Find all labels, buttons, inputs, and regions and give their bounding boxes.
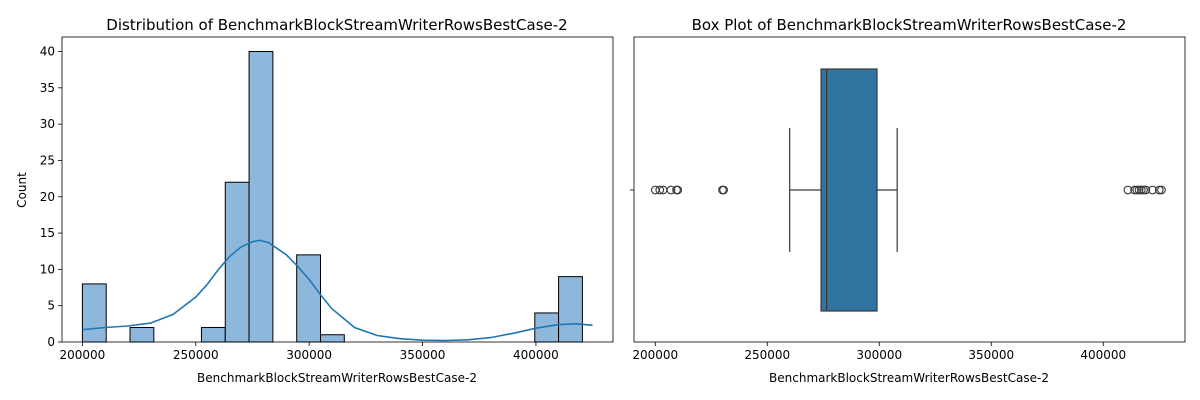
histogram-ytick-label-6: 30 [40,117,55,131]
outlier-point-1 [655,185,665,195]
histogram-bar-8 [558,276,583,343]
outlier-point-9 [1130,185,1139,195]
histogram-title: Distribution of BenchmarkBlockStreamWrit… [106,16,567,34]
outlier-point-12 [1136,185,1146,195]
outlier-point-3 [666,185,676,195]
boxplot-frame [633,36,1186,343]
boxplot-xlabel: BenchmarkBlockStreamWriterRowsBestCase-2 [769,371,1049,385]
histogram-ytick-label-7: 35 [40,81,55,95]
histogram-xlabel: BenchmarkBlockStreamWriterRowsBestCase-2 [197,371,477,385]
histogram-bar-2 [200,326,226,343]
boxplot-xtick-label-1: 250000 [744,348,790,362]
histogram-ytick-label-4: 20 [40,190,55,204]
histogram-ytick-label-0: 0 [47,335,55,349]
boxplot-xtick-label-0: 200000 [632,348,678,362]
outlier-point-13 [1139,185,1148,195]
outlier-point-11 [1134,185,1144,195]
histogram-frame [61,36,614,343]
outlier-point-10 [1132,185,1142,195]
histogram-xtick-label-2: 300000 [286,348,332,362]
boxplot-title: Box Plot of BenchmarkBlockStreamWriterRo… [692,16,1127,34]
kde-line [82,239,593,342]
histogram-bar-0 [81,283,107,343]
boxplot-xtick-label-2: 300000 [856,348,902,362]
boxplot-plot-area: 200000 250000 300000 350000 400000 [630,36,1186,362]
histogram-xtick-label-3: 350000 [400,348,446,362]
histogram-plot-area: 200000 250000 300000 350000 400000 0 5 10 15 20 25… [40,36,614,362]
boxplot-xtick-label-3: 350000 [968,348,1014,362]
outlier-point-14 [1141,185,1151,195]
histogram-xtick-label-0: 200000 [60,348,106,362]
boxplot-xtick-label-4: 400000 [1080,348,1126,362]
boxplot-panel: Box Plot of BenchmarkBlockStreamWriterRo… [630,16,1186,385]
outlier-point-8 [1123,185,1133,195]
histogram-bar-1 [129,326,155,343]
outlier-point-5 [673,185,683,195]
histogram-ylabel: Count [15,172,29,208]
histogram-bar-3 [224,181,250,343]
histogram-ytick-label-5: 25 [40,153,55,167]
outlier-point-17 [1157,185,1166,195]
histogram-ytick-label-2: 10 [40,262,55,276]
histogram-xtick-label-1: 250000 [173,348,219,362]
outlier-point-7 [719,185,728,195]
outlier-point-0 [650,185,660,195]
outlier-point-15 [1148,185,1157,195]
histogram-ytick-label-8: 40 [40,45,55,59]
histogram-ytick-label-3: 15 [40,226,55,240]
histogram-bar-6 [319,334,345,343]
histogram-bar-5 [296,254,321,343]
box-iqr [820,68,878,312]
histogram-ytick-label-1: 5 [47,299,55,313]
outlier-point-16 [1154,185,1164,195]
histogram-xtick-label-4: 400000 [513,348,559,362]
histogram-panel: Distribution of BenchmarkBlockStreamWrit… [15,16,614,385]
histogram-bar-4 [248,51,274,343]
